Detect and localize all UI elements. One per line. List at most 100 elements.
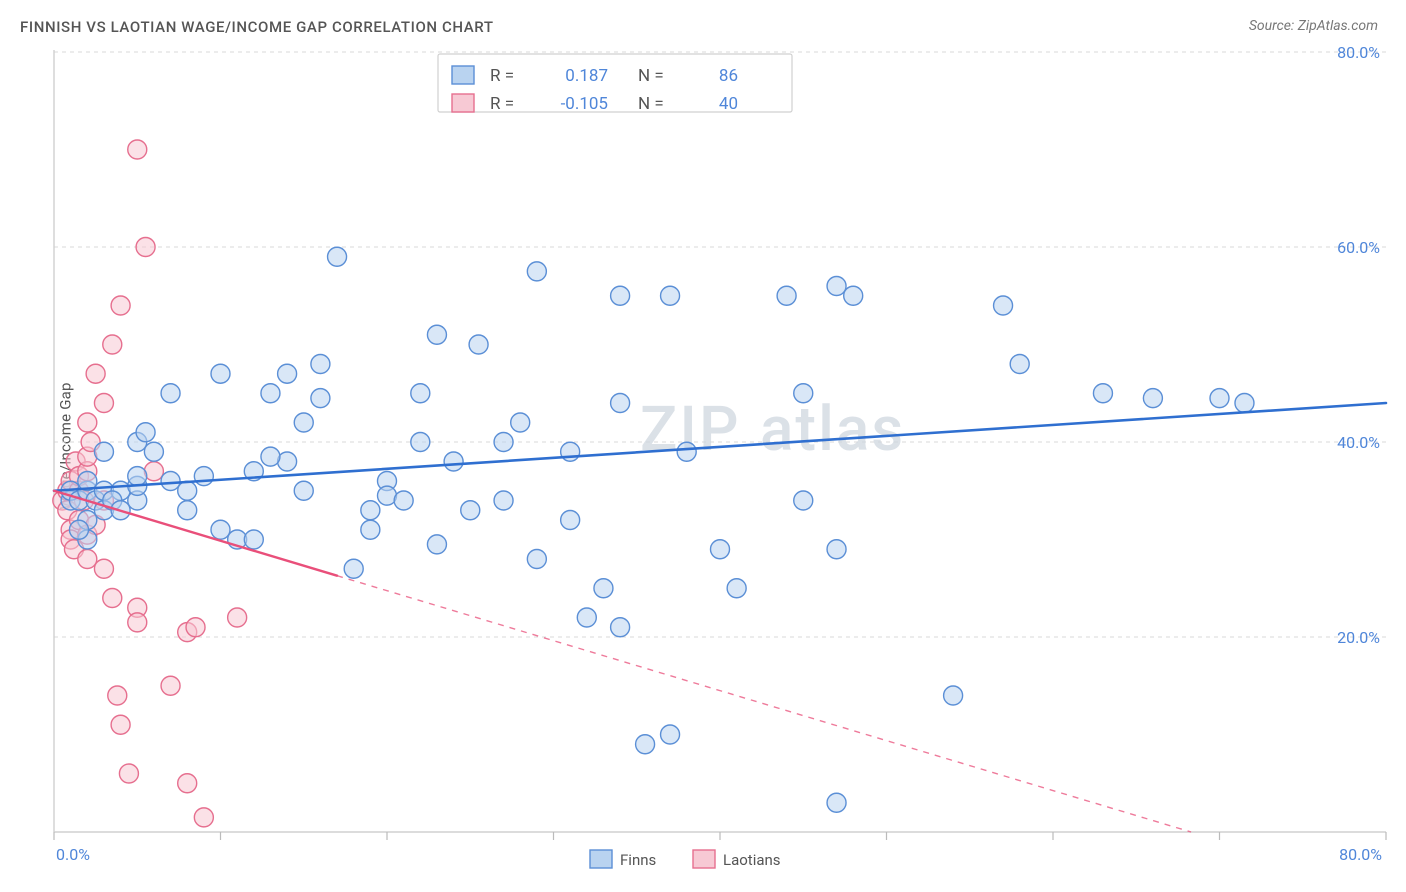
y-tick-label: 40.0% (1337, 433, 1380, 452)
data-point-finns (661, 725, 680, 744)
data-point-finns (411, 384, 430, 403)
data-point-finns (727, 579, 746, 598)
data-point-finns (328, 247, 347, 266)
data-point-finns (444, 452, 463, 471)
data-point-finns (244, 530, 263, 549)
data-point-laotians (161, 676, 180, 695)
data-point-finns (594, 579, 613, 598)
data-point-finns (178, 481, 197, 500)
data-point-finns (1210, 389, 1229, 408)
data-point-finns (427, 535, 446, 554)
data-point-finns (611, 618, 630, 637)
data-point-finns (278, 364, 297, 383)
data-point-finns (1235, 394, 1254, 413)
legend-r-value: -0.105 (561, 94, 608, 114)
legend-n-value: 40 (719, 94, 738, 114)
series-label: Finns (620, 851, 656, 869)
data-point-finns (178, 501, 197, 520)
data-point-finns (611, 394, 630, 413)
x-tick-label: 0.0% (56, 845, 90, 864)
data-point-finns (777, 286, 796, 305)
legend-swatch (452, 94, 474, 112)
data-point-finns (311, 355, 330, 374)
data-point-finns (361, 520, 380, 539)
data-point-finns (794, 491, 813, 510)
data-point-laotians (194, 808, 213, 827)
data-point-finns (311, 389, 330, 408)
data-point-laotians (186, 618, 205, 637)
data-point-finns (427, 325, 446, 344)
data-point-laotians (103, 335, 122, 354)
data-point-finns (211, 364, 230, 383)
data-point-finns (411, 433, 430, 452)
data-point-finns (511, 413, 530, 432)
data-point-finns (711, 540, 730, 559)
data-point-finns (261, 384, 280, 403)
data-point-finns (1010, 355, 1029, 374)
trendline-extrapolated-laotians (337, 576, 1191, 832)
data-point-laotians (111, 296, 130, 315)
data-point-finns (561, 511, 580, 530)
data-point-finns (144, 442, 163, 461)
legend-r-value: 0.187 (565, 66, 608, 86)
data-point-laotians (86, 364, 105, 383)
data-point-laotians (119, 764, 138, 783)
data-point-finns (844, 286, 863, 305)
data-point-finns (294, 481, 313, 500)
data-point-laotians (128, 140, 147, 159)
data-point-finns (128, 467, 147, 486)
data-point-laotians (228, 608, 247, 627)
svg-text:atlas: atlas (760, 393, 905, 466)
data-point-finns (161, 472, 180, 491)
data-point-finns (394, 491, 413, 510)
data-point-finns (577, 608, 596, 627)
data-point-finns (944, 686, 963, 705)
data-point-finns (994, 296, 1013, 315)
y-tick-label: 20.0% (1337, 628, 1380, 647)
data-point-finns (361, 501, 380, 520)
y-tick-label: 80.0% (1337, 43, 1380, 62)
data-point-laotians (78, 413, 97, 432)
legend-n-value: 86 (719, 66, 738, 86)
data-point-laotians (128, 613, 147, 632)
data-point-finns (494, 433, 513, 452)
data-point-finns (611, 286, 630, 305)
y-tick-label: 60.0% (1337, 238, 1380, 257)
legend-swatch (452, 66, 474, 84)
legend-n-label: N = (638, 66, 664, 86)
legend-r-label: R = (490, 66, 514, 86)
data-point-finns (294, 413, 313, 432)
data-point-finns (161, 384, 180, 403)
data-point-finns (94, 442, 113, 461)
data-point-finns (1093, 384, 1112, 403)
data-point-finns (527, 550, 546, 569)
data-point-finns (636, 735, 655, 754)
stats-legend: R = 0.187 N = 86 R = -0.105 N = 40 (438, 54, 792, 114)
data-point-finns (494, 491, 513, 510)
series-swatch (693, 850, 715, 868)
data-point-laotians (178, 774, 197, 793)
data-point-finns (469, 335, 488, 354)
legend-n-label: N = (638, 94, 664, 114)
data-point-finns (211, 520, 230, 539)
data-point-laotians (111, 715, 130, 734)
data-point-finns (194, 467, 213, 486)
data-point-laotians (103, 589, 122, 608)
data-point-laotians (94, 559, 113, 578)
x-tick-label: 80.0% (1339, 845, 1382, 864)
data-point-laotians (108, 686, 127, 705)
series-legend: Finns Laotians (590, 850, 781, 869)
data-point-finns (69, 520, 88, 539)
data-point-finns (344, 559, 363, 578)
data-point-laotians (94, 394, 113, 413)
legend-r-label: R = (490, 94, 514, 114)
data-point-laotians (78, 550, 97, 569)
data-point-laotians (136, 238, 155, 257)
data-point-finns (827, 277, 846, 296)
series-label: Laotians (723, 851, 781, 869)
data-point-finns (661, 286, 680, 305)
data-point-finns (527, 262, 546, 281)
series-swatch (590, 850, 612, 868)
data-point-finns (1143, 389, 1162, 408)
data-point-finns (794, 384, 813, 403)
